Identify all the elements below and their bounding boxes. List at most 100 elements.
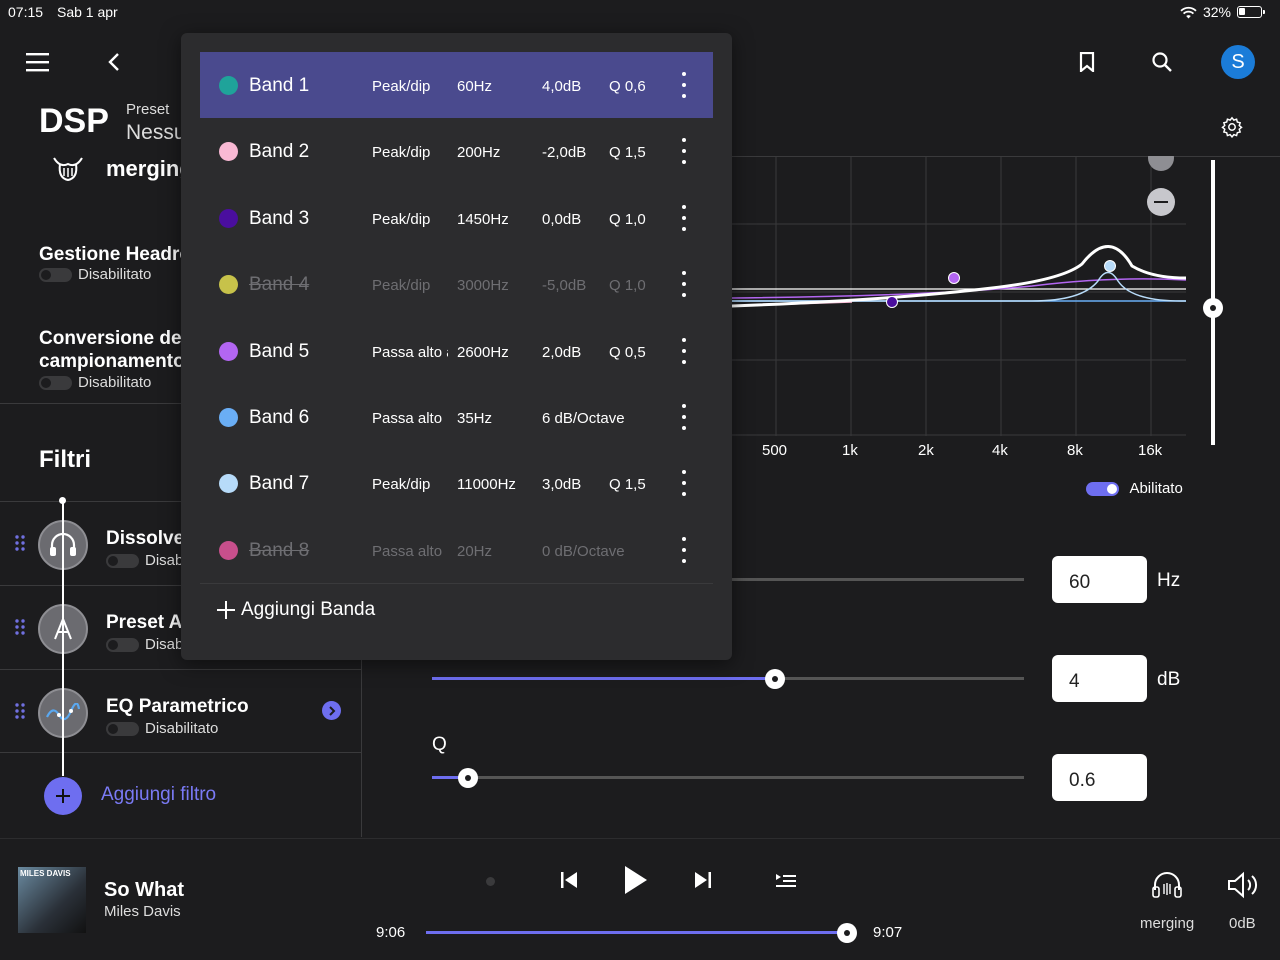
eq-enabled-toggle-row[interactable]: Abilitato [1086, 480, 1183, 498]
progress-thumb[interactable] [837, 923, 858, 943]
band-gain: 0 dB/Octave [542, 542, 625, 560]
headroom-setting[interactable]: Gestione Headro Disabilitato [0, 244, 361, 304]
band-gain: 6 dB/Octave [542, 410, 625, 427]
band-gain: 0,0dB [542, 210, 582, 228]
q-slider-thumb[interactable] [457, 768, 478, 788]
q-slider[interactable] [432, 776, 1024, 779]
filter-toggle[interactable] [106, 722, 139, 737]
preset-value[interactable]: Nessu [126, 121, 186, 144]
drag-handle-icon[interactable] [14, 535, 26, 551]
sample-rate-setting[interactable]: Conversione della campionamento Disabili… [0, 328, 361, 398]
dropdown-divider [200, 583, 713, 584]
freq-slider[interactable] [732, 578, 1024, 581]
band-color-dot[interactable] [219, 341, 238, 361]
band-q: Q 1,0 [609, 277, 646, 295]
x-tick: 2k [918, 442, 934, 459]
next-track-icon[interactable] [683, 860, 723, 900]
x-tick: 1k [842, 442, 858, 459]
add-band-button[interactable]: Aggiungi Banda [217, 599, 375, 621]
q-input[interactable]: 0.6 [1052, 754, 1147, 801]
band-row[interactable]: Band 5 Passa alto a 2600Hz 2,0dB Q 0,5 [200, 318, 713, 384]
headroom-toggle[interactable] [39, 267, 72, 282]
filter-toggle[interactable] [106, 638, 139, 653]
band-list-dropdown: Band 1 Peak/dip 60Hz 4,0dB Q 0,6 Band 2 Peak/d… [181, 33, 732, 660]
band-freq: 11000Hz [457, 476, 516, 494]
filter-row-parametric-eq[interactable]: EQ Parametrico Disabilitato [0, 669, 361, 753]
plus-icon [217, 601, 235, 619]
band-freq: 35Hz [457, 410, 493, 427]
add-icon[interactable] [44, 777, 82, 815]
band-color-dot[interactable] [219, 142, 238, 162]
play-icon[interactable] [615, 860, 655, 900]
queue-icon[interactable] [766, 860, 806, 900]
drag-handle-icon[interactable] [14, 619, 26, 635]
volume-icon[interactable] [1224, 865, 1264, 905]
band-name: Band 5 [249, 340, 310, 362]
more-options-icon[interactable] [674, 271, 694, 298]
gain-input[interactable]: 4 [1052, 655, 1147, 702]
device-row[interactable]: merging [0, 156, 361, 206]
band-color-dot[interactable] [219, 408, 238, 427]
band-gain: 4,0dB [542, 78, 582, 95]
add-filter-label[interactable]: Aggiungi filtro [101, 784, 217, 805]
sample-rate-toggle[interactable] [39, 375, 72, 390]
band-row[interactable]: Band 2 Peak/dip 200Hz -2,0dB Q 1,5 [200, 118, 713, 184]
filter-name: EQ Parametrico [106, 696, 249, 717]
menu-icon[interactable] [18, 42, 58, 82]
band-row[interactable]: Band 8 Passa alto 20Hz 0 dB/Octave [200, 517, 713, 583]
more-options-icon[interactable] [674, 404, 694, 430]
settings-gear-icon[interactable] [1212, 107, 1252, 147]
band-row[interactable]: Band 7 Peak/dip 11000Hz 3,0dB Q 1,5 [200, 450, 713, 516]
band-type: Peak/dip [372, 277, 431, 295]
band-freq: 2600Hz [457, 343, 509, 361]
eq-enabled-label: Abilitato [1129, 480, 1183, 497]
freq-input[interactable]: 60 [1052, 556, 1147, 603]
track-artist[interactable]: Miles Davis [104, 903, 181, 920]
drag-handle-icon[interactable] [14, 703, 26, 719]
album-art[interactable]: MILES DAVIS [18, 867, 86, 933]
band-color-dot[interactable] [219, 540, 238, 560]
band-gain: -2,0dB [542, 144, 587, 162]
graph-slider-thumb[interactable] [1203, 298, 1223, 318]
filter-toggle[interactable] [106, 554, 139, 569]
band-type: Passa alto [372, 410, 443, 427]
band-row[interactable]: Band 1 Peak/dip 60Hz 4,0dB Q 0,6 [200, 52, 713, 118]
track-title[interactable]: So What [104, 879, 184, 901]
player-bar: MILES DAVIS So What Miles Davis 9:06 9:0… [0, 838, 1280, 960]
output-device-icon[interactable] [1147, 865, 1187, 905]
back-icon[interactable] [94, 42, 134, 82]
more-options-icon[interactable] [674, 536, 694, 563]
previous-track-icon[interactable] [549, 860, 589, 900]
album-art-text: MILES DAVIS [20, 869, 71, 878]
freq-unit: Hz [1157, 570, 1181, 591]
more-options-icon[interactable] [674, 470, 694, 497]
band-type: Passa alto a [372, 343, 448, 361]
band-color-dot[interactable] [219, 208, 238, 228]
more-options-icon[interactable] [674, 204, 694, 231]
band-row[interactable]: Band 3 Peak/dip 1450Hz 0,0dB Q 1,0 [200, 185, 713, 251]
band-gain: 2,0dB [542, 343, 582, 361]
add-filter-row[interactable]: Aggiungi filtro [0, 776, 361, 816]
bookmark-icon[interactable] [1067, 42, 1107, 82]
band-color-dot[interactable] [219, 275, 238, 295]
band-color-dot[interactable] [219, 76, 238, 95]
output-device-label[interactable]: merging [1140, 915, 1195, 932]
profile-avatar[interactable]: S [1218, 42, 1258, 82]
band-type: Peak/dip [372, 144, 431, 162]
divider [0, 403, 361, 404]
band-row[interactable]: Band 4 Peak/dip 3000Hz -5,0dB Q 1,0 [200, 251, 713, 317]
search-icon[interactable] [1142, 42, 1182, 82]
device-name: merging [106, 156, 193, 181]
eq-graph[interactable] [732, 156, 1186, 436]
gain-slider-thumb[interactable] [765, 669, 786, 689]
more-options-icon[interactable] [674, 138, 694, 165]
more-options-icon[interactable] [674, 337, 694, 364]
band-color-dot[interactable] [219, 474, 238, 494]
eq-enabled-toggle[interactable] [1086, 481, 1119, 496]
filter-name: Dissolver [106, 528, 192, 549]
more-options-icon[interactable] [674, 72, 694, 98]
volume-label[interactable]: 0dB [1229, 915, 1256, 932]
chevron-right-icon[interactable] [322, 701, 341, 720]
band-row[interactable]: Band 6 Passa alto 35Hz 6 dB/Octave [200, 384, 713, 450]
band-type: Passa alto [372, 542, 443, 560]
